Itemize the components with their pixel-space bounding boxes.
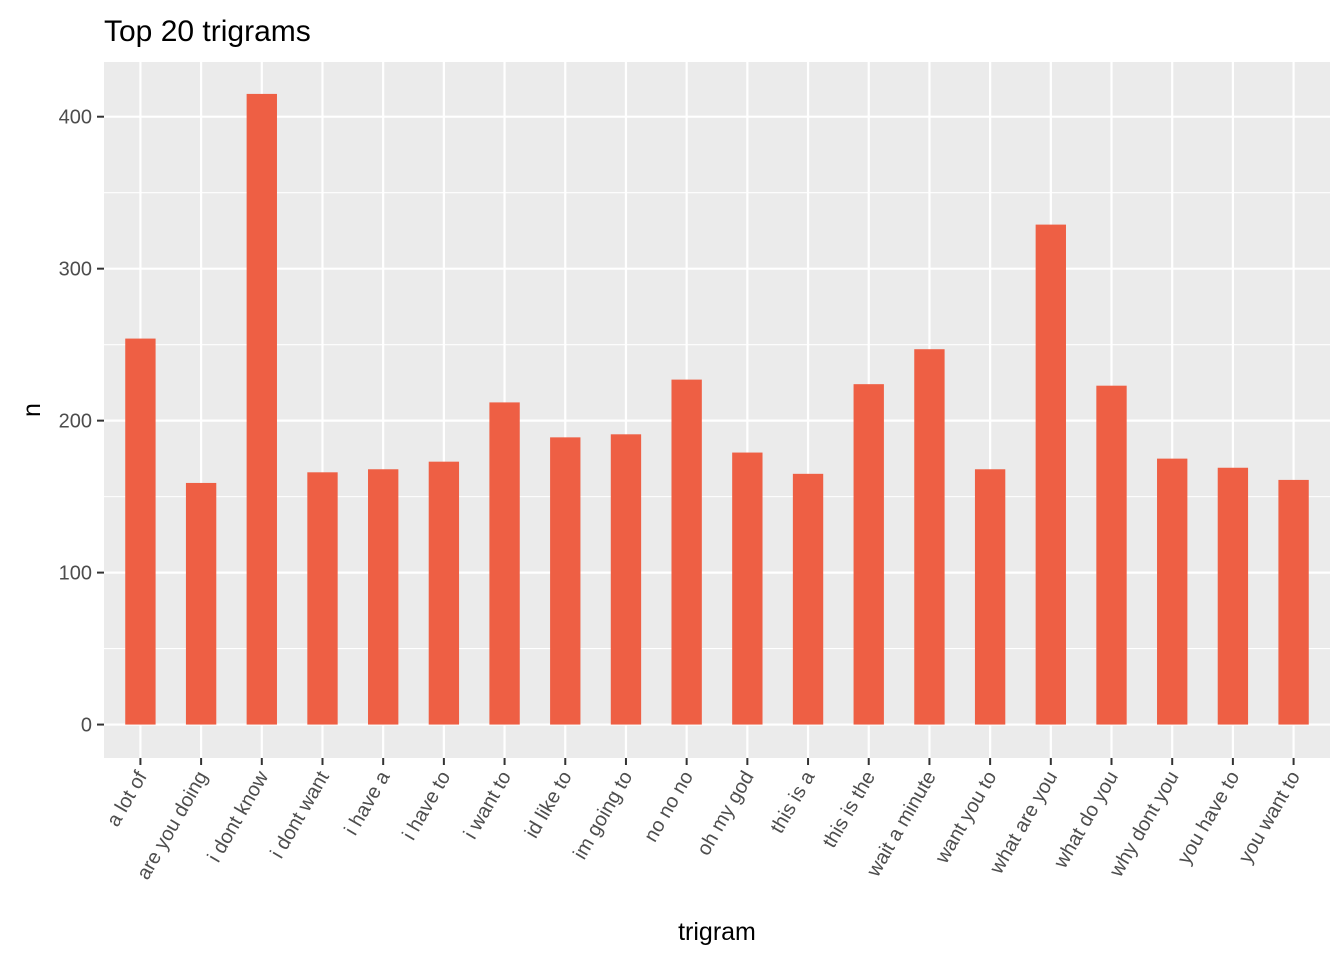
bar — [732, 452, 763, 725]
bar — [246, 93, 277, 725]
x-tick-label: this is a — [766, 767, 819, 837]
y-tick-label: 300 — [59, 259, 92, 281]
bar — [125, 338, 156, 725]
x-tick-label: want you to — [931, 768, 1002, 868]
x-tick-label: i have to — [398, 768, 455, 844]
x-axis-title: trigram — [678, 918, 756, 946]
bar — [610, 434, 642, 725]
y-axis-title: n — [18, 403, 46, 417]
plot-panel — [104, 62, 1330, 758]
bar — [185, 482, 217, 725]
bar — [489, 402, 520, 725]
y-tick-label: 100 — [59, 563, 92, 585]
chart-title: Top 20 trigrams — [104, 15, 311, 48]
bar — [550, 437, 581, 725]
bar — [1035, 224, 1066, 725]
y-tick-label: 400 — [59, 107, 92, 129]
bar — [368, 469, 399, 725]
x-tick-label: a lot of — [103, 767, 152, 830]
bar — [792, 473, 824, 725]
y-axis: 0 100 200 300 400 — [59, 107, 104, 737]
x-tick-label: i have a — [340, 767, 395, 839]
x-tick-label: i dont want — [266, 767, 334, 862]
x-tick-label: you have to — [1173, 768, 1244, 869]
bar — [671, 379, 702, 725]
bar — [974, 469, 1006, 725]
bar — [1278, 479, 1309, 725]
x-tick-label: oh my god — [693, 768, 759, 860]
bar — [428, 461, 460, 725]
y-tick-label: 0 — [81, 715, 92, 737]
x-tick-label: im going to — [569, 768, 637, 864]
x-tick-label: id like to — [521, 768, 577, 843]
bar — [307, 472, 338, 725]
y-tick-label: 200 — [59, 411, 92, 433]
bar — [1096, 385, 1127, 725]
x-tick-label: no no no — [640, 768, 698, 846]
x-tick-label: i want to — [460, 768, 516, 844]
bars — [125, 93, 1309, 725]
bar — [853, 384, 884, 725]
bar — [914, 349, 945, 725]
x-tick-label: i dont know — [203, 767, 273, 866]
x-tick-label: this is the — [819, 768, 880, 852]
x-tick-label: you want to — [1235, 768, 1305, 868]
bar — [1217, 467, 1249, 725]
bar — [1157, 458, 1188, 725]
